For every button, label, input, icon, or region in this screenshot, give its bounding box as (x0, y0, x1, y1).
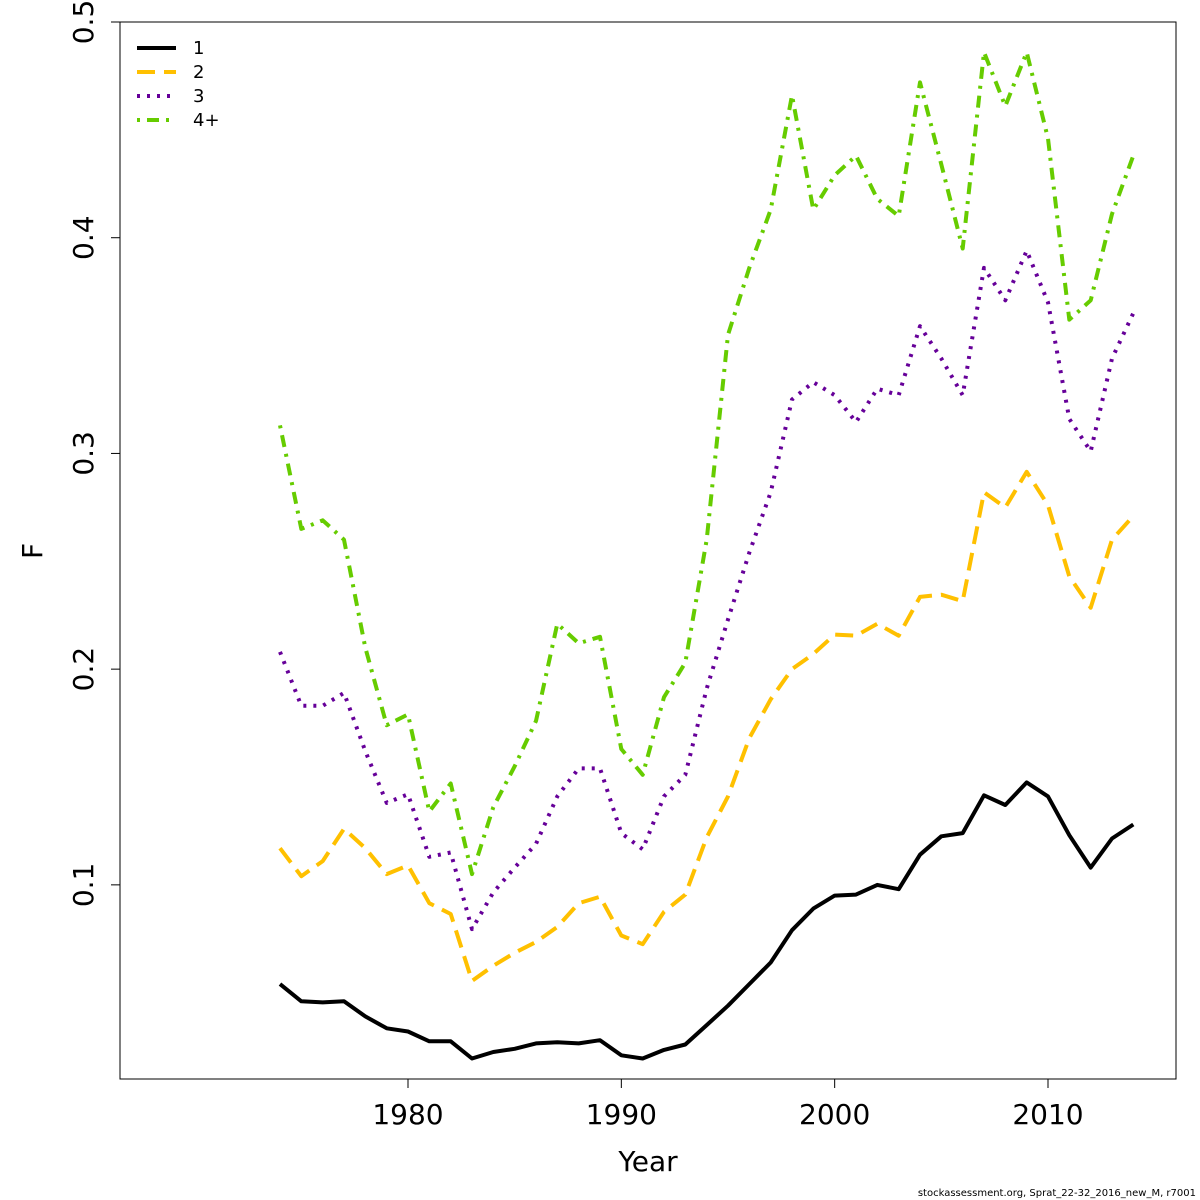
series-lines (278, 50, 1136, 1061)
y-tick-label: 0.1 (67, 863, 100, 908)
x-tick-label: 2000 (799, 1098, 870, 1131)
x-tick-label: 1990 (586, 1098, 657, 1131)
y-tick-label: 0.4 (67, 215, 100, 260)
y-tick-label: 0.2 (67, 647, 100, 692)
x-tick-label: 2010 (1012, 1098, 1083, 1131)
legend-label-1: 2 (193, 62, 204, 83)
series-line-1 (278, 469, 1135, 983)
legend-label-0: 1 (193, 38, 204, 59)
y-axis: 0.1 0.2 0.3 0.4 0.5 (67, 0, 120, 907)
x-axis-title: Year (617, 1145, 678, 1178)
footer-source: stockassessment.org, Sprat_22-32_2016_ne… (918, 1188, 1196, 1199)
plot-frame (119, 21, 1177, 1080)
legend: 1 2 3 4+ (137, 38, 220, 131)
y-tick-label: 0.3 (67, 431, 100, 476)
series-line-0 (278, 780, 1135, 1061)
x-axis: 1980 1990 2000 2010 (372, 1079, 1084, 1131)
legend-label-2: 3 (193, 86, 204, 107)
legend-label-3: 4+ (193, 110, 220, 131)
y-tick-label: 0.5 (67, 0, 100, 44)
y-axis-title: F (16, 543, 49, 559)
x-tick-label: 1980 (372, 1098, 443, 1131)
